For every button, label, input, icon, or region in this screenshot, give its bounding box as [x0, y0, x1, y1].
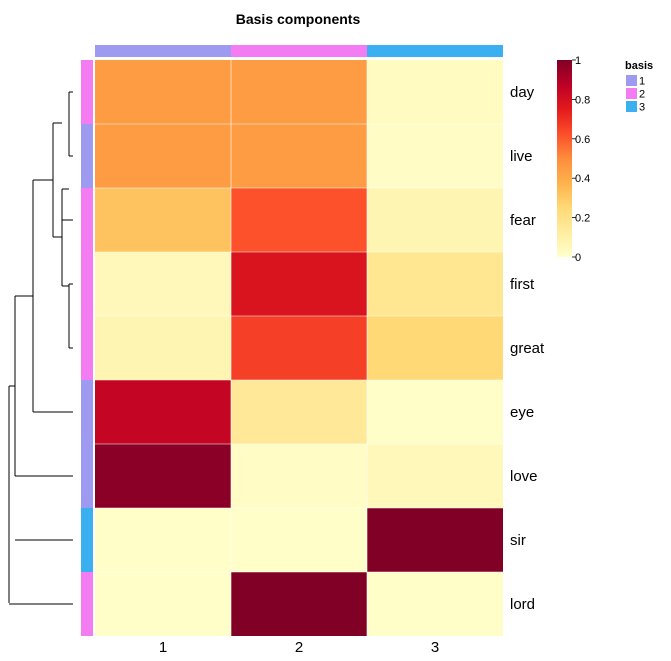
heatmap-cell — [231, 124, 367, 188]
legend-swatch — [626, 75, 637, 86]
legend-swatch — [626, 88, 637, 99]
row-basis-swatch — [81, 316, 93, 380]
heatmap-cell — [95, 252, 231, 316]
colorbar — [557, 60, 572, 257]
legend-swatch — [626, 101, 637, 112]
column-basis-swatch — [231, 45, 367, 57]
row-label: live — [510, 148, 533, 165]
heatmap-cell — [367, 188, 503, 252]
row-basis-swatch — [81, 188, 93, 252]
legend-title: basis — [625, 60, 653, 72]
colorbar-tick-label: 0.8 — [575, 94, 590, 106]
heatmap-cell — [367, 316, 503, 380]
row-basis-swatch — [81, 508, 93, 572]
row-basis-swatch — [81, 124, 93, 188]
heatmap-cell — [367, 572, 503, 636]
heatmap-cell — [95, 124, 231, 188]
heatmap-cell — [95, 60, 231, 124]
colorbar-tick-label: 0 — [575, 252, 581, 264]
colorbar-ticks: 1 0.8 0.6 0.4 0.2 0 — [572, 55, 590, 264]
heatmap-cell — [231, 60, 367, 124]
heatmap-cell — [231, 252, 367, 316]
heatmap-cell — [231, 380, 367, 444]
row-label: great — [510, 340, 545, 357]
basis-legend: basis 123 — [625, 60, 653, 114]
heatmap-cell — [95, 508, 231, 572]
legend-label: 1 — [639, 76, 645, 88]
heatmap-cell — [95, 444, 231, 508]
heatmap-cell — [95, 380, 231, 444]
row-basis-swatch — [81, 444, 93, 508]
row-label: first — [510, 276, 535, 293]
row-basis-swatch — [81, 252, 93, 316]
column-basis-annotation — [95, 45, 503, 57]
row-label: day — [510, 84, 535, 101]
heatmap-cell — [95, 188, 231, 252]
row-dendrogram — [8, 91, 73, 605]
heatmap-cell — [231, 188, 367, 252]
row-label: lord — [510, 596, 535, 613]
column-labels: 1 2 3 — [159, 639, 439, 656]
legend-label: 3 — [639, 102, 645, 114]
colorbar-tick-label: 1 — [575, 55, 581, 67]
row-basis-swatch — [81, 60, 93, 124]
row-label: fear — [510, 212, 536, 229]
heatmap-cell — [231, 444, 367, 508]
heatmap-cell — [367, 444, 503, 508]
heatmap-cell — [95, 316, 231, 380]
heatmap-cell — [95, 572, 231, 636]
colorbar-tick-label: 0.4 — [575, 173, 590, 185]
heatmap-cell — [367, 380, 503, 444]
column-label: 1 — [159, 639, 167, 656]
heatmap-cell — [231, 316, 367, 380]
row-label: sir — [510, 532, 526, 549]
heatmap-cell — [231, 572, 367, 636]
heatmap-cell — [367, 252, 503, 316]
column-basis-swatch — [367, 45, 503, 57]
row-labels: day live fear first great eye love sir lord — [510, 84, 545, 613]
heatmap-cell — [367, 124, 503, 188]
row-basis-swatch — [81, 380, 93, 444]
heatmap-cell — [367, 60, 503, 124]
heatmap-cell — [367, 508, 503, 572]
colorbar-tick-label: 0.6 — [575, 134, 590, 146]
colorbar-gradient — [557, 60, 572, 257]
row-label: love — [510, 468, 538, 485]
heatmap-cells — [95, 60, 503, 636]
chart-title: Basis components — [236, 11, 361, 27]
column-basis-swatch — [95, 45, 231, 57]
heatmap-cell — [231, 508, 367, 572]
row-basis-annotation — [81, 60, 93, 636]
column-label: 3 — [431, 639, 439, 656]
column-label: 2 — [295, 639, 303, 656]
row-basis-swatch — [81, 572, 93, 636]
row-label: eye — [510, 404, 534, 421]
colorbar-tick-label: 0.2 — [575, 213, 590, 225]
legend-label: 2 — [639, 89, 645, 101]
